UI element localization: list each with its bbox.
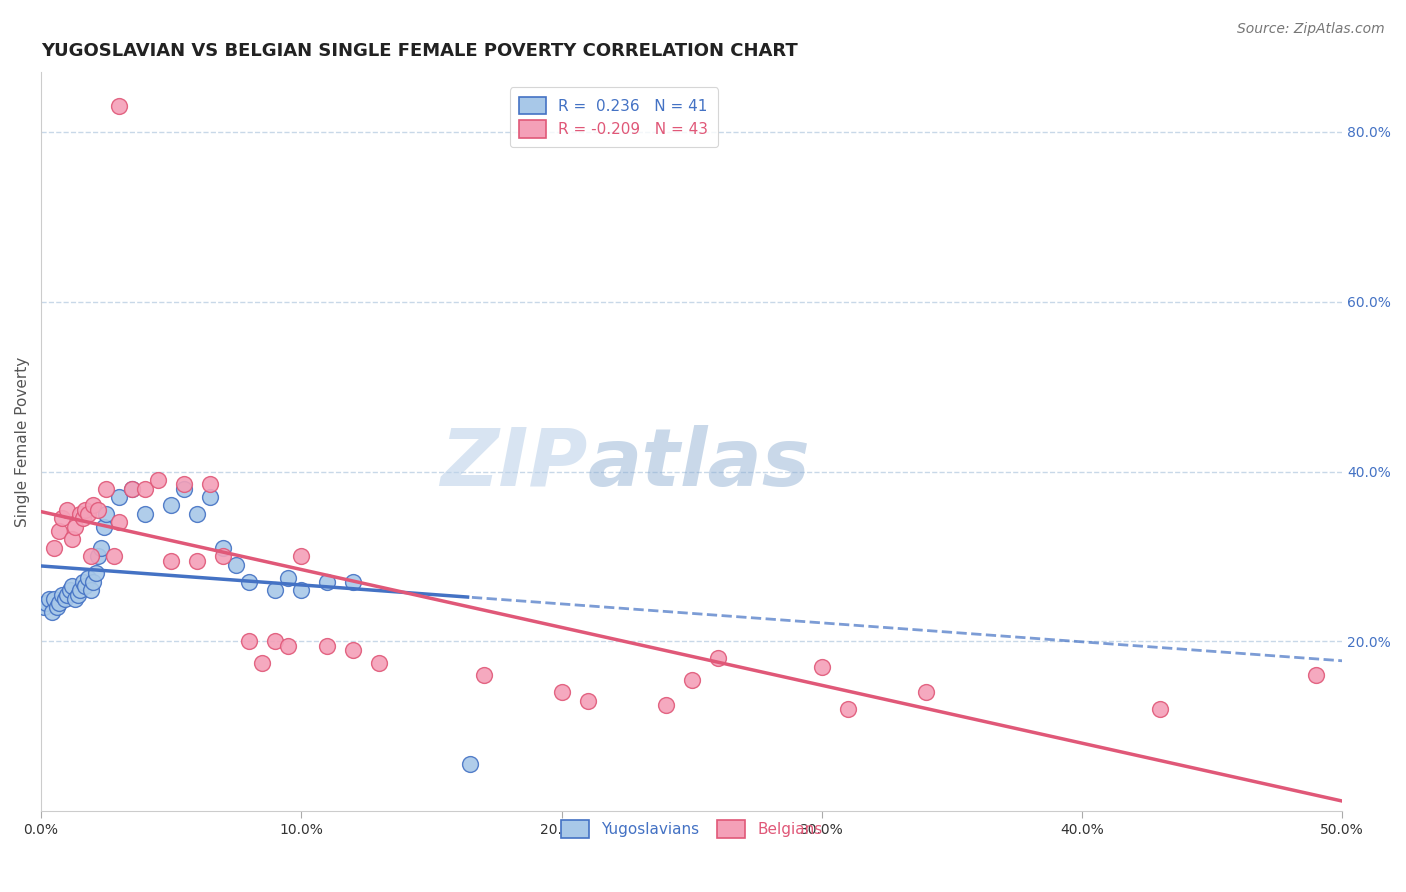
- Point: [550, 685, 572, 699]
- Point: [316, 639, 339, 653]
- Point: [77, 571, 100, 585]
- Point: [264, 634, 287, 648]
- Point: [186, 507, 208, 521]
- Point: [51, 511, 73, 525]
- Point: [87, 502, 110, 516]
- Point: [290, 549, 312, 564]
- Point: [75, 502, 97, 516]
- Point: [96, 507, 118, 521]
- Point: [186, 554, 208, 568]
- Point: [51, 588, 73, 602]
- Text: ZIP: ZIP: [440, 425, 588, 503]
- Point: [200, 490, 222, 504]
- Legend: Yugoslavians, Belgians: Yugoslavians, Belgians: [555, 814, 828, 844]
- Point: [77, 507, 100, 521]
- Point: [277, 571, 299, 585]
- Point: [290, 583, 312, 598]
- Point: [681, 673, 703, 687]
- Point: [810, 660, 832, 674]
- Point: [108, 99, 131, 113]
- Point: [252, 656, 274, 670]
- Point: [63, 591, 86, 606]
- Point: [59, 583, 82, 598]
- Point: [837, 702, 859, 716]
- Point: [225, 558, 247, 572]
- Point: [108, 490, 131, 504]
- Point: [41, 605, 63, 619]
- Point: [576, 694, 599, 708]
- Point: [212, 549, 235, 564]
- Y-axis label: Single Female Poverty: Single Female Poverty: [15, 357, 30, 527]
- Point: [48, 524, 70, 538]
- Text: atlas: atlas: [588, 425, 810, 503]
- Point: [342, 643, 364, 657]
- Point: [148, 473, 170, 487]
- Point: [264, 583, 287, 598]
- Point: [66, 588, 89, 602]
- Point: [72, 574, 94, 589]
- Point: [108, 516, 131, 530]
- Point: [121, 482, 143, 496]
- Point: [79, 549, 101, 564]
- Point: [472, 668, 495, 682]
- Point: [238, 574, 260, 589]
- Point: [79, 583, 101, 598]
- Point: [160, 499, 183, 513]
- Point: [69, 507, 91, 521]
- Point: [160, 554, 183, 568]
- Point: [277, 639, 299, 653]
- Point: [45, 600, 67, 615]
- Point: [654, 698, 676, 712]
- Point: [173, 477, 195, 491]
- Point: [238, 634, 260, 648]
- Point: [56, 502, 79, 516]
- Point: [60, 533, 83, 547]
- Point: [706, 651, 728, 665]
- Point: [35, 596, 58, 610]
- Point: [87, 549, 110, 564]
- Point: [75, 579, 97, 593]
- Point: [56, 588, 79, 602]
- Text: YUGOSLAVIAN VS BELGIAN SINGLE FEMALE POVERTY CORRELATION CHART: YUGOSLAVIAN VS BELGIAN SINGLE FEMALE POV…: [41, 42, 797, 60]
- Point: [38, 591, 60, 606]
- Point: [69, 583, 91, 598]
- Point: [82, 574, 104, 589]
- Point: [72, 511, 94, 525]
- Point: [460, 757, 482, 772]
- Point: [60, 579, 83, 593]
- Point: [121, 482, 143, 496]
- Point: [134, 482, 156, 496]
- Point: [63, 519, 86, 533]
- Point: [48, 596, 70, 610]
- Point: [915, 685, 938, 699]
- Point: [32, 600, 55, 615]
- Point: [90, 541, 112, 555]
- Point: [96, 482, 118, 496]
- Point: [82, 499, 104, 513]
- Point: [134, 507, 156, 521]
- Point: [342, 574, 364, 589]
- Point: [42, 541, 65, 555]
- Point: [212, 541, 235, 555]
- Point: [1305, 668, 1327, 682]
- Point: [103, 549, 125, 564]
- Point: [84, 566, 107, 581]
- Text: Source: ZipAtlas.com: Source: ZipAtlas.com: [1237, 22, 1385, 37]
- Point: [173, 482, 195, 496]
- Point: [316, 574, 339, 589]
- Point: [368, 656, 391, 670]
- Point: [1149, 702, 1171, 716]
- Point: [42, 591, 65, 606]
- Point: [200, 477, 222, 491]
- Point: [93, 519, 115, 533]
- Point: [53, 591, 76, 606]
